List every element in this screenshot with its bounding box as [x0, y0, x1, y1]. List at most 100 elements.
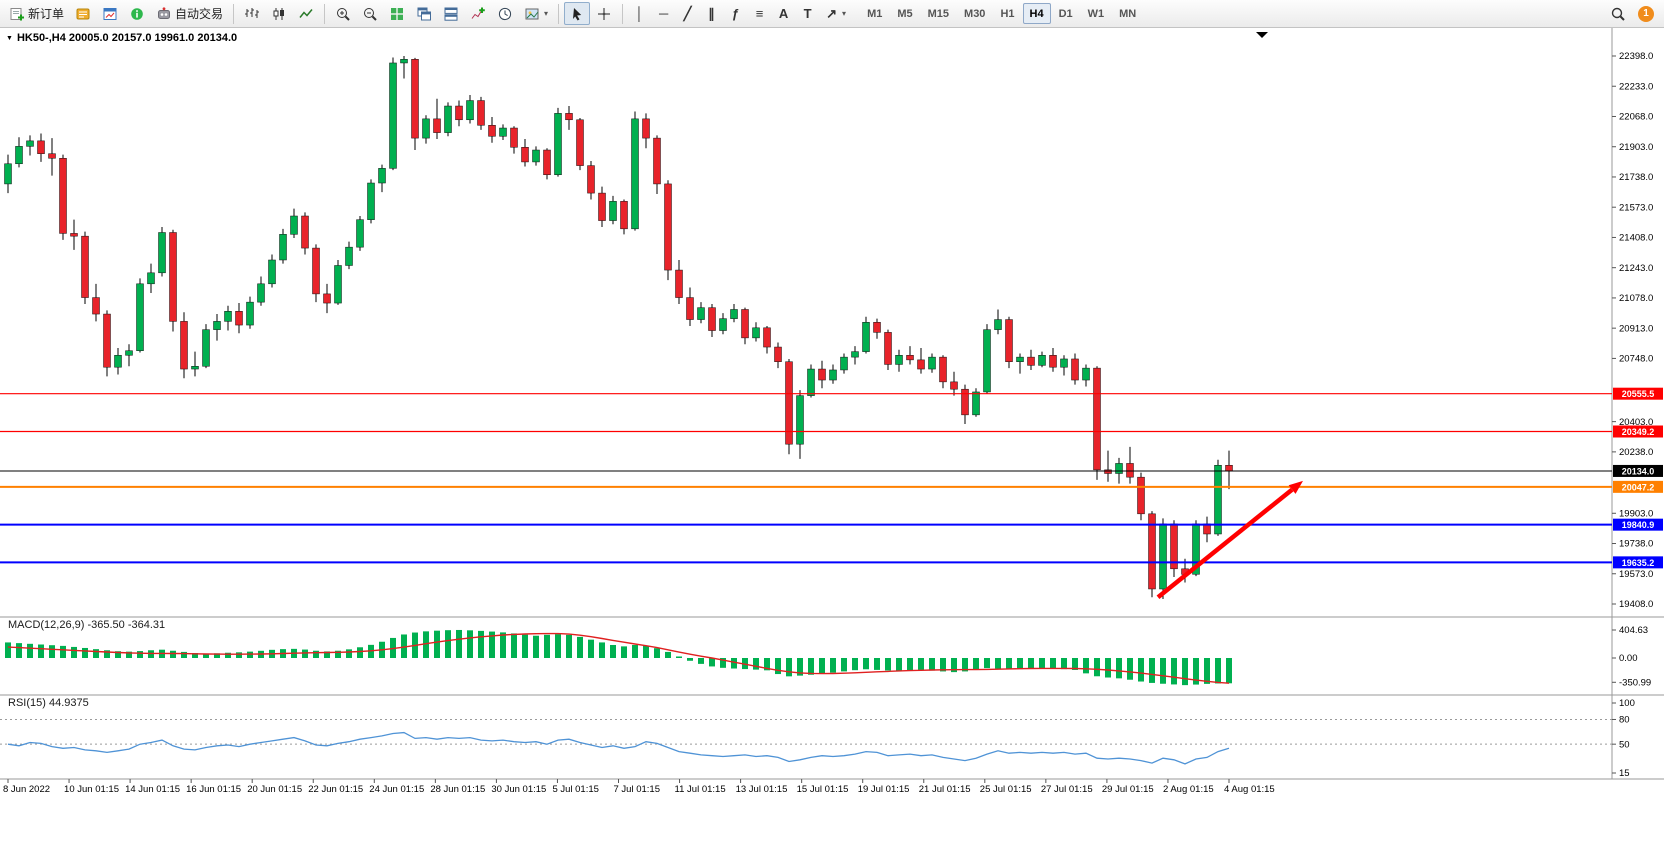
bear-candle [1137, 476, 1145, 515]
fibonacci-icon: ƒ [731, 5, 740, 21]
bull-candle [532, 149, 540, 163]
chart-canvas[interactable]: 20555.5 20349.2 20134.0 20047.2 19840.9 19635… [0, 28, 1664, 849]
macd-bar [148, 650, 154, 658]
price-levels[interactable]: 20555.5 20349.2 20134.0 20047.2 19840.9 19635… [0, 387, 1663, 569]
periods-button[interactable] [492, 2, 518, 25]
timeframe-d1[interactable]: D1 [1052, 3, 1080, 24]
bull-candle [631, 118, 639, 230]
svg-text:20403.0: 20403.0 [1619, 417, 1653, 428]
fibonacci-button[interactable]: ƒ [724, 2, 747, 25]
templates-button[interactable]: ▾ [519, 2, 553, 25]
bear-candle [763, 327, 771, 348]
new-order-button[interactable]: 新订单 [4, 2, 69, 25]
data-window-button[interactable] [124, 2, 150, 25]
quotes-button[interactable] [70, 2, 96, 25]
candlestick-button[interactable] [266, 2, 292, 25]
zoom-out-button[interactable] [357, 2, 383, 25]
bull-candle [994, 319, 1002, 330]
bull-candle [367, 182, 375, 220]
bull-candle [1082, 367, 1090, 381]
timeframe-m15[interactable]: M15 [921, 3, 956, 24]
timeframe-w1[interactable]: W1 [1081, 3, 1112, 24]
macd-bar [775, 658, 781, 675]
bull-candle [928, 356, 936, 370]
chart-shift-marker[interactable] [1256, 32, 1268, 38]
fibo-lines-button[interactable]: ≡ [748, 2, 771, 25]
crosshair-button[interactable] [591, 2, 617, 25]
vertical-line-button[interactable]: │ [628, 2, 651, 25]
bear-candle [774, 346, 782, 362]
bull-candle [26, 140, 34, 147]
bear-candle [455, 105, 463, 121]
trend-arrow[interactable] [1156, 480, 1303, 599]
macd-bar [1105, 658, 1111, 678]
horizontal-line-icon: ─ [658, 5, 669, 21]
bear-candle [598, 192, 606, 221]
macd-bar [918, 658, 924, 670]
svg-text:21 Jul 01:15: 21 Jul 01:15 [919, 784, 971, 795]
macd-bar [1193, 658, 1199, 685]
svg-text:25 Jul 01:15: 25 Jul 01:15 [980, 784, 1032, 795]
bull-candle [851, 351, 859, 358]
bear-candle [323, 293, 331, 304]
svg-text:19903.0: 19903.0 [1619, 508, 1653, 519]
auto-trading-button[interactable]: 自动交易 [151, 2, 228, 25]
timeframe-m1[interactable]: M1 [860, 3, 889, 24]
macd-bar [522, 634, 528, 658]
market-watch-button[interactable] [97, 2, 123, 25]
channel-button[interactable]: ∥ [700, 2, 723, 25]
price-badge [1613, 518, 1663, 531]
arrange-windows-button[interactable] [438, 2, 464, 25]
line-chart-button[interactable] [293, 2, 319, 25]
bear-candle [675, 269, 683, 298]
indicators-button[interactable] [465, 2, 491, 25]
timeframe-mn[interactable]: MN [1112, 3, 1143, 24]
price-axis[interactable]: 22398.0 22233.0 22068.0 21903.0 21738.0 21573… [1612, 51, 1653, 610]
tile-windows-button[interactable] [384, 2, 410, 25]
text-label-icon: T [803, 5, 812, 21]
macd-bar [1028, 658, 1034, 669]
macd-panel: 404.63 0.00 -350.99 [5, 625, 1651, 688]
cascade-windows-button[interactable] [411, 2, 437, 25]
timeframe-m5[interactable]: M5 [890, 3, 919, 24]
text-button[interactable]: A [772, 2, 795, 25]
timeframe-h4[interactable]: H4 [1022, 3, 1051, 24]
bull-candle [246, 301, 254, 326]
macd-bar [687, 658, 693, 661]
cursor-button[interactable] [564, 2, 591, 25]
bull-candle [356, 219, 364, 248]
candles [4, 56, 1233, 600]
macd-bar [49, 645, 55, 658]
svg-text:0.00: 0.00 [1619, 653, 1638, 664]
macd-bar [643, 645, 649, 658]
new-order-icon [10, 7, 24, 20]
bear-candle [521, 147, 529, 163]
macd-bar [170, 650, 176, 658]
macd-label: MACD(12,26,9) -365.50 -364.31 [8, 619, 166, 631]
price-badge [1613, 480, 1663, 493]
macd-bar [698, 658, 704, 664]
bar-chart-button[interactable] [239, 2, 265, 25]
macd-bar [841, 658, 847, 672]
horizontal-line-button[interactable]: ─ [652, 2, 675, 25]
svg-text:19408.0: 19408.0 [1619, 599, 1653, 610]
search-button[interactable] [1605, 2, 1631, 25]
bull-candle [1060, 358, 1068, 368]
chart-window[interactable]: 20555.5 20349.2 20134.0 20047.2 19840.9 19635… [0, 28, 1664, 849]
bear-candle [917, 359, 925, 370]
zoom-in-button[interactable] [330, 2, 356, 25]
timeframe-h1[interactable]: H1 [993, 3, 1021, 24]
macd-bar [973, 658, 979, 670]
time-axis[interactable]: 8 Jun 2022 10 Jun 01:15 14 Jun 01:15 16 Jun… [3, 779, 1275, 795]
arrows-button[interactable]: ↗ ▾ [820, 2, 851, 25]
notification-badge[interactable]: 1 [1638, 5, 1654, 22]
text-label-button[interactable]: T [796, 2, 819, 25]
svg-text:15 Jul 01:15: 15 Jul 01:15 [797, 784, 849, 795]
svg-text:13 Jul 01:15: 13 Jul 01:15 [736, 784, 788, 795]
trendline-button[interactable]: ╱ [676, 2, 699, 25]
bull-candle [895, 355, 903, 365]
svg-text:20555.5: 20555.5 [1622, 389, 1655, 399]
bear-candle [301, 215, 309, 249]
timeframe-m30[interactable]: M30 [957, 3, 992, 24]
candlestick-icon [273, 7, 285, 20]
